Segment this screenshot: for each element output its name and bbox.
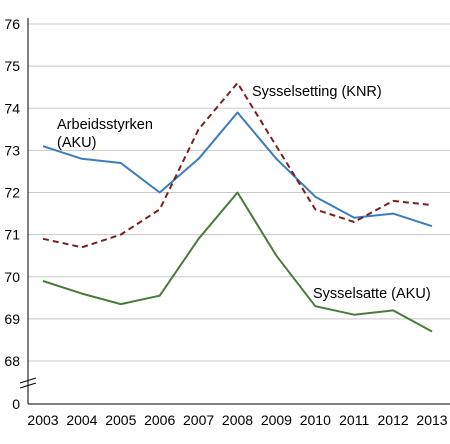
x-tick-label: 2012 (378, 412, 409, 428)
series-line-1 (42, 82, 433, 249)
x-tick-label: 2009 (261, 412, 292, 428)
y-tick-label: 70 (4, 269, 20, 285)
y-tick-label: 76 (4, 16, 20, 32)
x-tick-label: 2010 (300, 412, 331, 428)
series-label-sysselsatte: Sysselsatte (AKU) (313, 286, 431, 302)
series-label-arbeidsstyrken: Arbeidsstyrken (AKU) (57, 117, 157, 151)
y-tick-label: 72 (4, 185, 20, 201)
x-tick-label: 2013 (416, 412, 447, 428)
series-lines (42, 82, 433, 333)
y-tick-label: 71 (4, 227, 20, 243)
x-tick-label: 2005 (105, 412, 136, 428)
series-line-2 (42, 191, 433, 333)
axis-break-mark (19, 377, 37, 389)
y-tick-label: 69 (4, 311, 20, 327)
x-tick-label: 2007 (183, 412, 214, 428)
x-tick-label: 2003 (27, 412, 58, 428)
x-tick-labels: 2003 2004 2005 2006 2007 2008 2009 2010 2011 2012… (27, 412, 447, 428)
series-line-0 (42, 111, 433, 228)
y-tick-label: 73 (4, 142, 20, 158)
y-tick-label: 0 (12, 396, 20, 412)
series-label-sysselsetting: Sysselsetting (KNR) (252, 84, 382, 100)
y-tick-label: 74 (4, 100, 20, 116)
x-tick-label: 2006 (144, 412, 175, 428)
y-tick-labels: 0 68 69 70 71 72 73 74 75 76 (4, 16, 20, 412)
gridlines (28, 23, 450, 362)
y-tick-label: 75 (4, 58, 20, 74)
y-tick-label: 68 (4, 353, 20, 369)
x-tick-label: 2008 (222, 412, 253, 428)
x-tick-label: 2011 (339, 412, 369, 428)
x-tick-label: 2004 (66, 412, 97, 428)
axes (19, 18, 450, 405)
